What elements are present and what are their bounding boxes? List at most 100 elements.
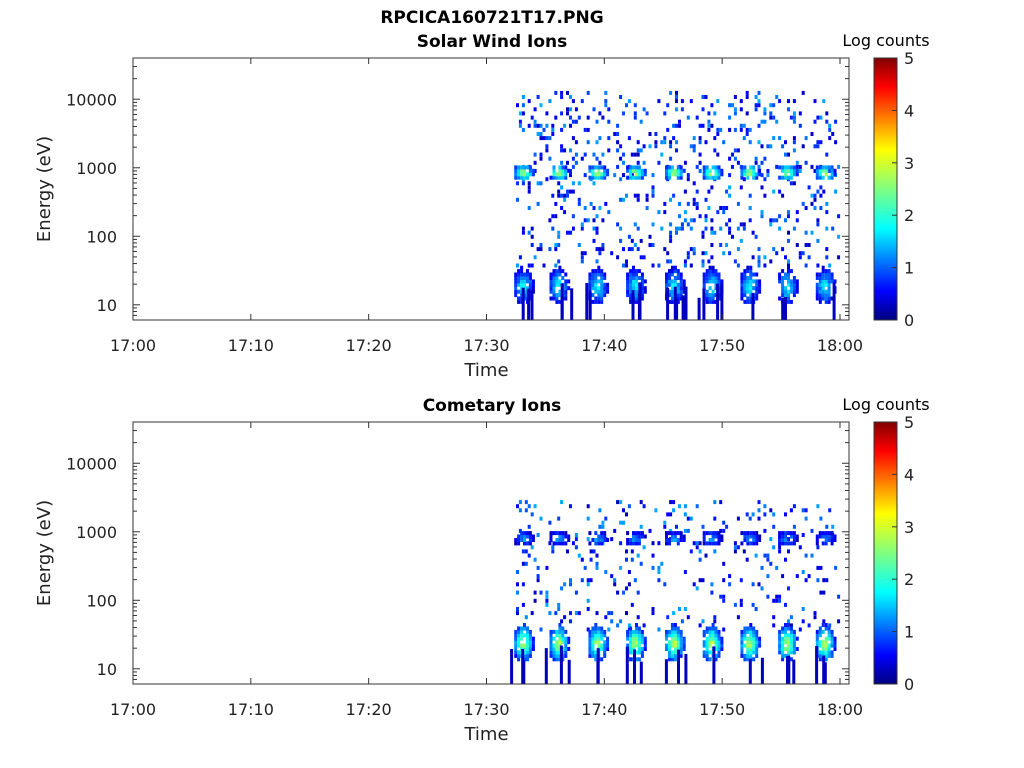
heatmap-cell [677,649,680,684]
heatmap-cell [668,650,671,655]
heatmap-cell [784,647,787,651]
heatmap-cell [531,286,535,291]
heatmap-cell [516,197,519,202]
heatmap-cell [561,172,565,177]
heatmap-cell [722,528,726,533]
heatmap-cell [598,251,602,256]
heatmap-cell [697,297,701,320]
heatmap-cell [784,289,787,294]
heatmap-cell [603,272,607,277]
heatmap-cell [514,282,518,287]
heatmap-cell [558,636,562,641]
heatmap-cell [707,119,711,124]
heatmap-cell [792,99,796,104]
heatmap-cell [787,633,790,638]
heatmap-cell [755,647,759,651]
heatmap-cell [571,99,575,104]
heatmap-cell [560,185,564,190]
heatmap-cell [742,136,746,141]
heatmap-cell [600,534,604,539]
heatmap-cell [523,633,526,638]
heatmap-cell [745,95,749,99]
heatmap-cell [574,533,578,537]
heatmap-cell [651,193,655,198]
heatmap-cell [711,299,715,304]
heatmap-cell [758,534,762,539]
heatmap-cell [627,247,631,252]
x-tick-label: 17:50 [699,336,745,355]
heatmap-cell [746,647,750,651]
heatmap-cell [831,524,835,529]
heatmap-cell [749,640,753,645]
heatmap-cell [673,629,677,634]
heatmap-cell [710,226,714,231]
heatmap-cell [819,140,823,145]
heatmap-cell [580,259,584,264]
heatmap-cell [757,508,761,513]
heatmap-cell [755,650,759,655]
heatmap-cell [792,647,796,651]
heatmap-cell [824,534,828,539]
heatmap-cell [769,218,773,223]
heatmap-cell [597,269,601,274]
heatmap-cell [549,272,553,277]
heatmap-cell [603,534,607,539]
heatmap-cell [781,279,785,284]
heatmap-cell [705,269,709,274]
heatmap-cell [818,629,822,634]
heatmap-cell [708,172,712,177]
heatmap-cell [549,276,553,280]
heatmap-cell [813,169,817,173]
heatmap-cell [594,538,598,542]
heatmap-cell [815,293,819,298]
heatmap-cell [636,148,640,153]
heatmap-cell [640,172,644,177]
heatmap-cell [795,160,799,165]
heatmap-cell [517,643,521,648]
heatmap-cell [749,269,753,274]
heatmap-cell [792,181,796,186]
heatmap-cell [789,541,793,546]
heatmap-cell [555,633,559,638]
heatmap-cell [592,107,596,112]
heatmap-cell [733,95,737,99]
heatmap-cell [521,226,525,231]
heatmap-cell [676,175,680,180]
heatmap-cell [548,541,552,546]
heatmap-cell [695,189,699,194]
heatmap-cell [758,643,762,648]
heatmap-cell [778,594,782,599]
heatmap-cells [514,90,841,320]
heatmap-cell [827,276,831,280]
heatmap-cell [758,640,762,645]
heatmap-cell [561,538,565,542]
heatmap-cell [825,226,829,231]
heatmap-cell [526,541,529,546]
heatmap-cell [758,538,762,542]
heatmap-cell [527,230,531,235]
heatmap-cell [775,164,779,169]
heatmap-cell [683,504,687,509]
heatmap-cell [635,541,638,546]
heatmap-cell [804,160,808,165]
heatmap-cell [755,636,759,641]
heatmap-cell [619,226,623,231]
heatmap-cell [787,238,790,243]
heatmap-cell [705,636,709,641]
heatmap-cell [739,123,743,128]
heatmap-cell [521,95,525,99]
heatmap-cell [740,541,744,546]
heatmap-cell [558,623,562,627]
y-tick-label: 100 [86,591,117,610]
heatmap-cell [757,255,761,260]
heatmap-cell [749,643,753,648]
heatmap-cell [619,144,623,149]
heatmap-cell [594,650,598,655]
x-tick-label: 17:30 [463,336,509,355]
heatmap-cell [781,657,785,662]
heatmap-cell [560,193,564,198]
heatmap-cell [749,296,753,301]
heatmap-cell [789,643,793,648]
heatmap-cell [526,279,529,284]
heatmap-cell [704,553,708,558]
